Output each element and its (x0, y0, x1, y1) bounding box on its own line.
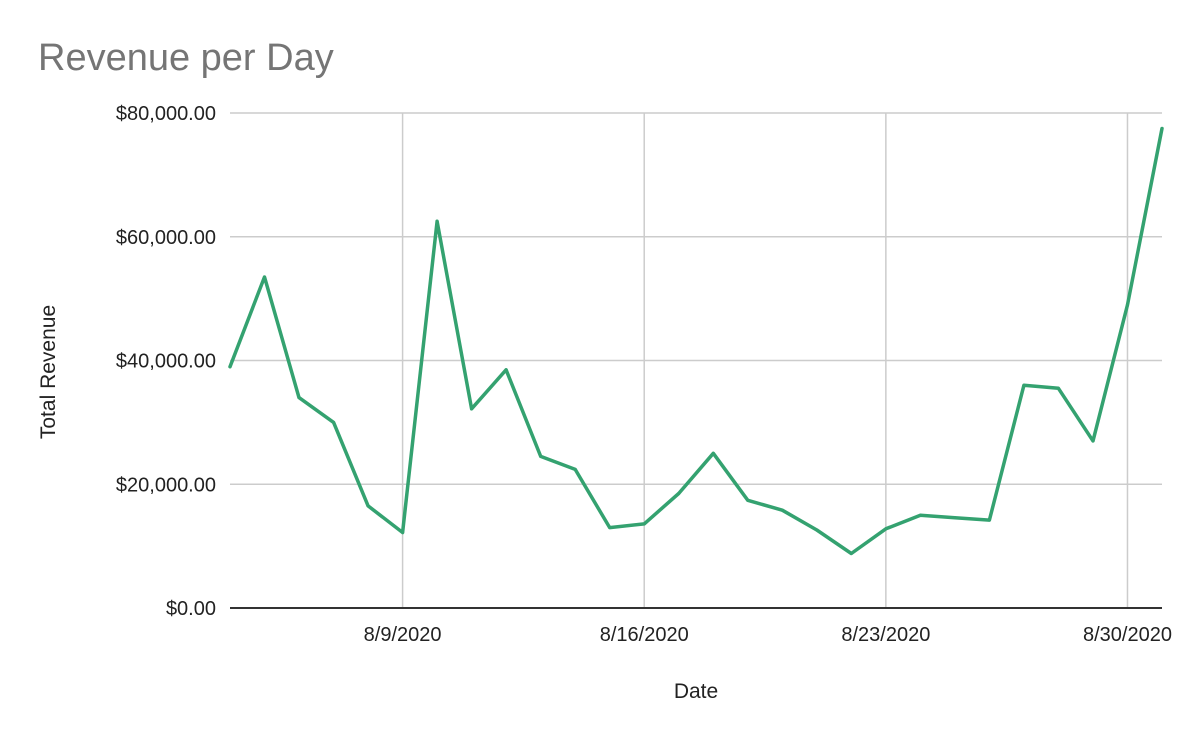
data-point (297, 396, 301, 400)
series-line (228, 126, 1164, 556)
series-layer (228, 126, 1164, 556)
data-point (953, 516, 957, 520)
data-point (470, 407, 474, 411)
data-point (815, 528, 819, 532)
x-tick-label: 8/9/2020 (364, 624, 442, 646)
data-point (332, 420, 336, 424)
data-point (1056, 386, 1060, 390)
data-point (884, 527, 888, 531)
y-axis-title: Total Revenue (37, 305, 60, 439)
data-point (642, 522, 646, 526)
data-point (435, 219, 439, 223)
data-point (677, 492, 681, 496)
x-tick-label: 8/30/2020 (1083, 624, 1172, 646)
data-point (1160, 126, 1164, 130)
y-tick-label: $0.00 (166, 598, 216, 620)
data-point (608, 526, 612, 530)
data-point (918, 513, 922, 517)
data-point (263, 275, 267, 279)
y-axis-ticks: $0.00 $20,000.00 $40,000.00 $60,000.00 $80,0… (116, 103, 216, 620)
x-tick-label: 8/16/2020 (600, 624, 689, 646)
data-point (366, 504, 370, 508)
data-point (1125, 303, 1129, 307)
data-point (228, 365, 232, 369)
y-tick-label: $80,000.00 (116, 103, 216, 125)
data-point (849, 552, 853, 556)
y-tick-label: $20,000.00 (116, 474, 216, 496)
x-axis-ticks: 8/9/2020 8/16/2020 8/23/2020 8/30/2020 (364, 624, 1172, 646)
data-point (780, 508, 784, 512)
data-point (504, 368, 508, 372)
y-tick-label: $40,000.00 (116, 351, 216, 373)
y-tick-label: $60,000.00 (116, 227, 216, 249)
data-point (746, 498, 750, 502)
grid-lines (230, 112, 1162, 609)
chart-title: Revenue per Day (38, 37, 334, 79)
data-point (573, 467, 577, 471)
data-point (1022, 383, 1026, 387)
x-tick-label: 8/23/2020 (841, 624, 930, 646)
x-axis-title: Date (674, 680, 718, 703)
data-point (401, 531, 405, 535)
data-point (711, 451, 715, 455)
data-point (987, 518, 991, 522)
data-point (1091, 439, 1095, 443)
data-point (539, 454, 543, 458)
